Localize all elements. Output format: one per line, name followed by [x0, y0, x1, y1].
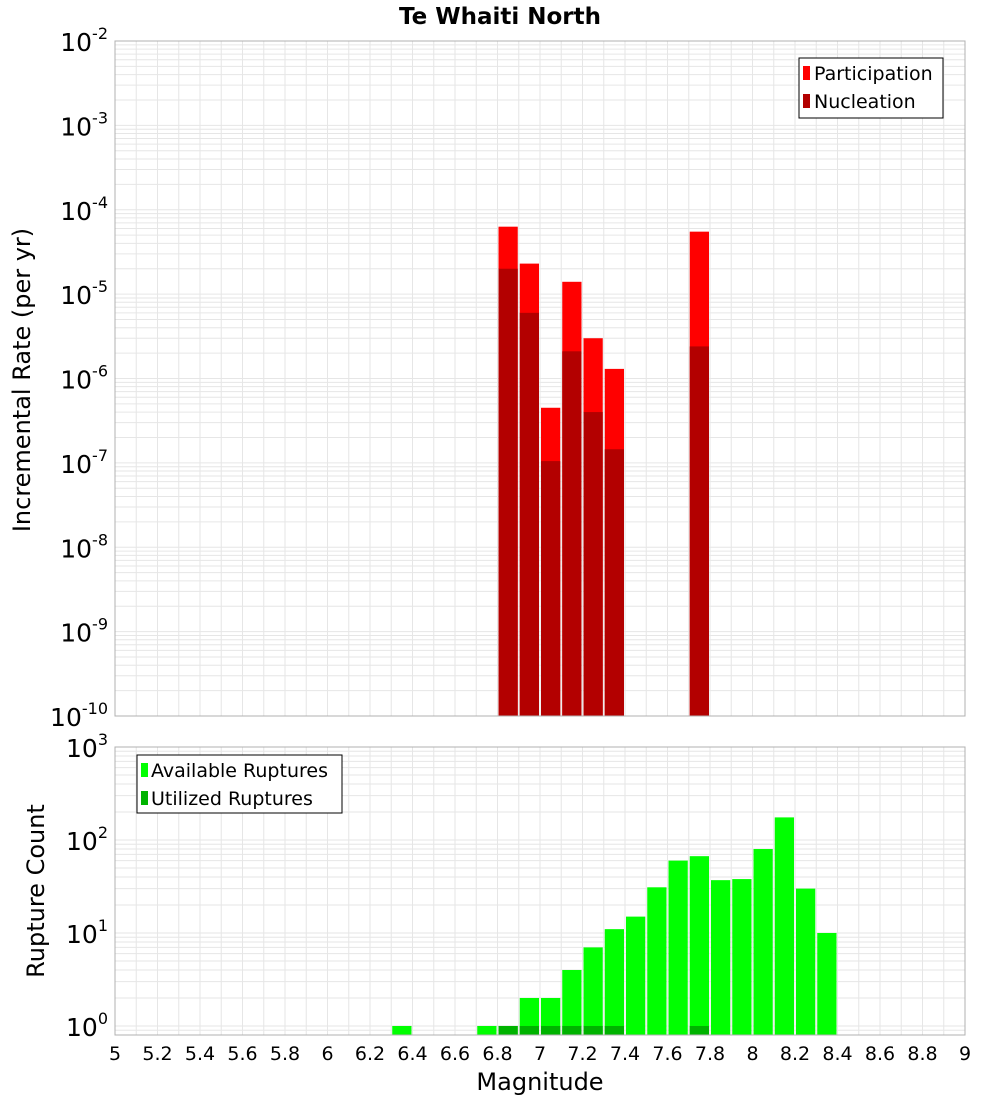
top-y-tick-label: 10-4 [60, 193, 108, 226]
available-bar [477, 1025, 497, 1035]
top-y-tick-label: 10-8 [60, 530, 108, 563]
available-bar [711, 880, 731, 1035]
x-tick-label: 6 [321, 1043, 333, 1065]
nucleation-bar [604, 449, 624, 716]
utilized-bar [541, 1025, 561, 1035]
available-bar [392, 1025, 412, 1035]
x-tick-label: 5.6 [227, 1043, 257, 1065]
nucleation-swatch [803, 94, 810, 108]
utilized-swatch [141, 791, 148, 805]
utilized-bar [498, 1025, 518, 1035]
utilized-bar [604, 1025, 624, 1035]
available-swatch [141, 763, 148, 777]
available-bar [519, 997, 539, 1035]
legend-participation: Participation [814, 63, 933, 85]
available-bar [647, 887, 667, 1035]
legend-utilized: Utilized Ruptures [151, 788, 313, 810]
nucleation-bars [498, 268, 709, 716]
bottom-y-tick-label: 103 [66, 730, 108, 763]
x-tick-label: 6.6 [440, 1043, 470, 1065]
top-y-tick-label: 10-6 [60, 362, 108, 395]
x-tick-label: 7.4 [610, 1043, 640, 1065]
x-tick-label: 5.4 [185, 1043, 215, 1065]
x-tick-label: 8 [746, 1043, 758, 1065]
x-tick-label: 9 [959, 1043, 971, 1065]
x-tick-label: 7.8 [695, 1043, 725, 1065]
top-y-tick-label: 10-2 [60, 24, 108, 57]
x-tick-label: 8.6 [865, 1043, 895, 1065]
legend-nucleation: Nucleation [814, 91, 916, 113]
x-tick-label: 8.4 [822, 1043, 852, 1065]
available-bar [774, 817, 794, 1035]
top-y-tick-label: 10-7 [60, 446, 108, 479]
available-bar [817, 932, 837, 1035]
x-axis-label: Magnitude [476, 1068, 603, 1096]
top-y-tick-label: 10-9 [60, 615, 108, 648]
nucleation-bar [583, 412, 603, 716]
utilized-bar [583, 1025, 603, 1035]
available-bar [626, 916, 646, 1035]
bottom-panel-frame [114, 746, 966, 1036]
x-tick-label: 7.6 [652, 1043, 682, 1065]
top-legend-box [798, 57, 944, 119]
x-tick-label: 5 [109, 1043, 121, 1065]
available-bar [732, 879, 752, 1035]
available-bar [604, 929, 624, 1035]
available-bar [753, 849, 773, 1035]
bottom-y-tick-label: 101 [66, 916, 108, 949]
nucleation-bar [519, 312, 539, 716]
available-bar [541, 997, 561, 1035]
legend-available: Available Ruptures [151, 760, 328, 782]
bottom-y-tick-labels: 100 101 102 103 [66, 730, 108, 1042]
x-tick-label: 5.2 [142, 1043, 172, 1065]
bottom-y-axis-label: Rupture Count [22, 804, 50, 978]
top-y-tick-label: 10-10 [50, 699, 108, 732]
x-tick-labels: 5 5.2 5.4 5.6 5.8 6 6.2 6.4 6.6 6.8 7 7.2 7.4 7.6 7.8 8… [109, 1043, 971, 1065]
participation-swatch [803, 66, 810, 80]
x-tick-label: 7 [534, 1043, 546, 1065]
available-bar [583, 947, 603, 1035]
x-tick-label: 6.8 [482, 1043, 512, 1065]
x-tick-label: 6.4 [397, 1043, 427, 1065]
utilized-bars [498, 1025, 709, 1035]
available-bar [562, 969, 582, 1035]
top-panel-grid [114, 40, 966, 717]
nucleation-bar [541, 461, 561, 716]
nucleation-bar [689, 346, 709, 716]
top-y-axis-label: Incremental Rate (per yr) [8, 228, 36, 532]
utilized-bar [519, 1025, 539, 1035]
top-y-tick-label: 10-3 [60, 108, 108, 141]
x-tick-label: 5.8 [270, 1043, 300, 1065]
chart-title: Te Whaiti North [399, 4, 601, 30]
top-y-tick-labels: 10-10 10-9 10-8 10-7 10-6 10-5 10-4 10-3 10-2 [50, 24, 108, 732]
top-panel-frame [114, 40, 966, 717]
bottom-legend: Available Ruptures Utilized Ruptures [136, 754, 343, 814]
available-bar [689, 856, 709, 1035]
available-bars [392, 817, 837, 1035]
x-tick-label: 7.2 [567, 1043, 597, 1065]
top-legend: Participation Nucleation [798, 57, 944, 119]
x-tick-label: 6.2 [355, 1043, 385, 1065]
bottom-y-tick-label: 100 [66, 1009, 108, 1042]
available-bar [796, 888, 816, 1035]
x-tick-label: 8.8 [907, 1043, 937, 1065]
x-tick-label: 8.2 [780, 1043, 810, 1065]
bottom-y-tick-label: 102 [66, 823, 108, 856]
bottom-legend-box [136, 754, 343, 814]
nucleation-bar [562, 351, 582, 716]
nucleation-bar [498, 268, 518, 716]
available-bar [668, 860, 688, 1035]
utilized-bar [689, 1025, 709, 1035]
top-y-tick-label: 10-5 [60, 277, 108, 310]
utilized-bar [562, 1025, 582, 1035]
